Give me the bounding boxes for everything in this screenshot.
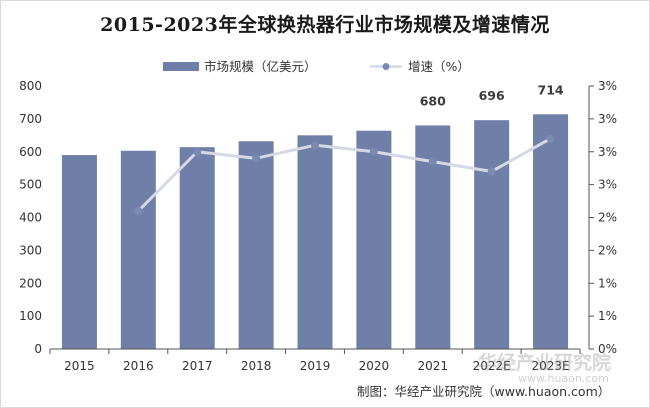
growth-point-2018 [252,154,261,163]
x-tick-label: 2016 [123,359,154,373]
growth-point-2022E [487,167,496,176]
right-tick-label: 3% [598,79,617,93]
watermark: 华经产业研究院 [478,352,612,374]
right-tick-label: 3% [598,112,617,126]
left-tick-label: 300 [19,243,42,257]
right-tick-label: 0% [598,342,617,356]
bar-2015 [61,155,97,349]
data-label-2022E: 696 [479,88,505,103]
data-label-2023E: 714 [538,82,564,97]
growth-point-2021 [428,157,437,166]
left-axis: 0 100 200 300 400 500 600 700 800 [19,79,42,356]
bar-2019 [297,135,333,349]
x-tick-label: 2015 [64,359,95,373]
growth-point-2020 [369,147,378,156]
right-tick-label: 2% [598,243,617,257]
chart-title: 2015-2023年全球换热器行业市场规模及增速情况 [100,14,550,36]
x-tick-label: 2019 [300,359,331,373]
bar-2023E [533,114,569,350]
right-tick-label: 3% [598,145,617,159]
legend-label-bar: 市场规模（亿美元） [204,59,317,74]
legend: 市场规模（亿美元） 增速（%） [163,59,470,74]
left-tick-label: 0 [34,342,42,356]
legend-swatch-marker [382,63,390,70]
bar-2020 [356,130,392,349]
right-axis: 0% 1% 1% 2% 2% 3% 3% 3% 3% [588,79,617,356]
watermark-url: www.huaon.com [518,372,609,385]
left-tick-label: 200 [19,276,42,290]
x-tick-label: 2017 [182,359,213,373]
growth-point-2019 [311,141,319,150]
legend-swatch-bar [163,62,199,71]
right-tick-label: 1% [598,309,617,323]
left-tick-label: 500 [19,178,42,192]
left-tick-label: 600 [19,145,42,159]
growth-point-2016 [134,206,143,215]
left-tick-label: 100 [19,309,42,323]
right-tick-label: 1% [598,276,617,290]
left-tick-label: 700 [19,112,42,126]
line-series [134,134,555,215]
source-note: 制图：华经产业研究院（www.huaon.com） [357,384,611,399]
growth-line [137,137,552,212]
right-tick-label: 2% [598,211,617,225]
x-axis: 2015 2016 2017 2018 2019 2020 2021 2022E 2023E [49,348,581,373]
x-tick-label: 2020 [359,359,390,373]
bar-2022E [474,120,510,349]
bar-2017 [179,147,215,349]
x-tick-label: 2021 [418,359,449,373]
bar-2016 [120,150,156,349]
bar-series [61,114,569,350]
x-tick-label: 2022E [473,359,511,373]
growth-point-2017 [193,147,202,156]
left-tick-label: 400 [19,211,42,225]
data-label-2021: 680 [420,93,446,108]
x-tick-label: 2018 [241,359,272,373]
x-tick-label: 2023E [531,359,569,373]
growth-point-2023E [546,134,555,143]
data-labels: 680 696 714 [420,82,564,108]
legend-label-line: 增速（%） [408,59,470,74]
right-tick-label: 3% [598,178,617,192]
left-tick-label: 800 [19,79,42,93]
bar-2018 [238,141,274,349]
